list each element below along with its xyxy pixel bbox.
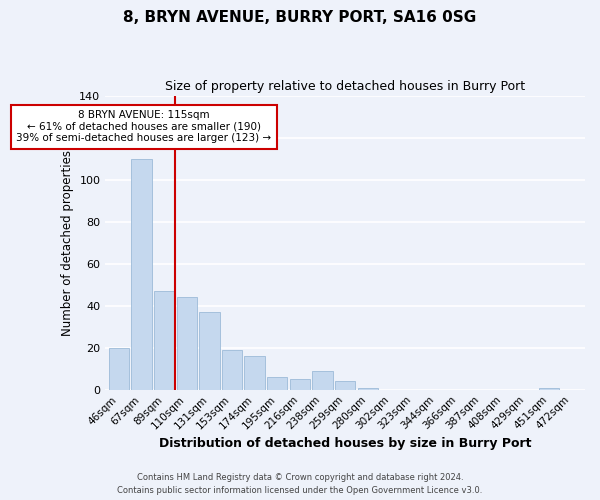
Bar [539,388,559,390]
Bar [109,348,129,390]
X-axis label: Distribution of detached houses by size in Burry Port: Distribution of detached houses by size … [159,437,532,450]
Bar [154,291,174,390]
Bar [290,379,310,390]
Bar [176,298,197,390]
Text: 8 BRYN AVENUE: 115sqm
← 61% of detached houses are smaller (190)
39% of semi-det: 8 BRYN AVENUE: 115sqm ← 61% of detached … [16,110,271,144]
Title: Size of property relative to detached houses in Burry Port: Size of property relative to detached ho… [165,80,525,93]
Y-axis label: Number of detached properties: Number of detached properties [61,150,74,336]
Bar [222,350,242,390]
Bar [131,158,152,390]
Bar [244,356,265,390]
Bar [199,312,220,390]
Text: Contains HM Land Registry data © Crown copyright and database right 2024.
Contai: Contains HM Land Registry data © Crown c… [118,474,482,495]
Bar [335,382,355,390]
Bar [313,371,332,390]
Bar [358,388,378,390]
Text: 8, BRYN AVENUE, BURRY PORT, SA16 0SG: 8, BRYN AVENUE, BURRY PORT, SA16 0SG [124,10,476,25]
Bar [267,377,287,390]
